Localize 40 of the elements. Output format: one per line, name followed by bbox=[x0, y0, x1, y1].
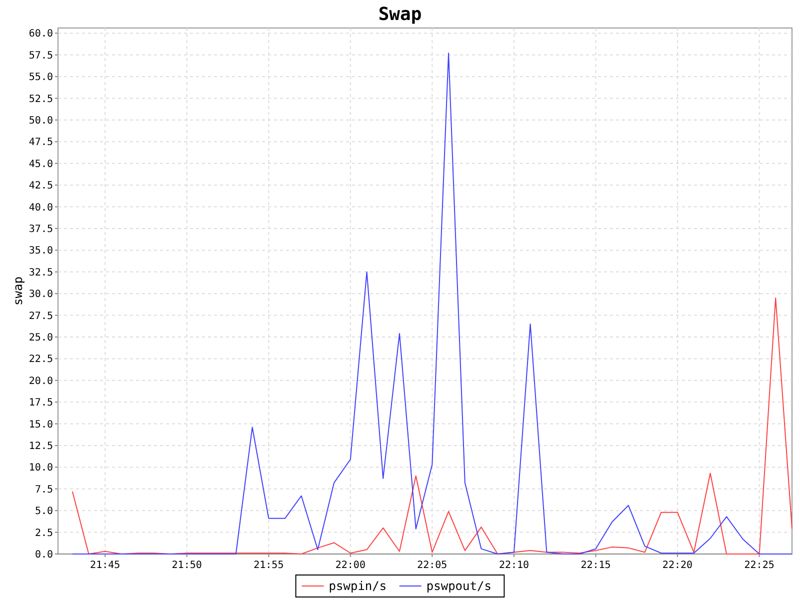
line-series bbox=[72, 297, 792, 554]
y-axis-title: swap bbox=[11, 276, 25, 306]
x-tick-label: 22:05 bbox=[417, 560, 448, 571]
y-tick-label: 50.0 bbox=[28, 116, 53, 127]
y-tick-label: 7.5 bbox=[34, 484, 53, 496]
legend-label: pswpin/s bbox=[328, 579, 387, 593]
legend-label: pswpout/s bbox=[426, 579, 492, 593]
y-tick-label: 35.0 bbox=[28, 246, 53, 257]
y-tick-label: 2.5 bbox=[34, 528, 53, 539]
x-tick-label: 21:55 bbox=[254, 560, 284, 571]
y-tick-label: 5.0 bbox=[34, 506, 53, 518]
y-tick-label: 20.0 bbox=[28, 376, 53, 387]
line-series bbox=[72, 52, 792, 554]
y-tick-label: 22.5 bbox=[28, 354, 53, 366]
x-tick-label: 22:15 bbox=[580, 560, 611, 571]
y-tick-label: 17.5 bbox=[28, 398, 53, 409]
y-tick-label: 10.0 bbox=[28, 462, 53, 474]
x-tick-label: 22:10 bbox=[498, 560, 530, 571]
y-tick-label: 55.0 bbox=[28, 72, 53, 84]
y-tick-label: 12.5 bbox=[28, 441, 53, 452]
y-tick-label: 45.0 bbox=[28, 158, 53, 170]
x-tick-label: 21:50 bbox=[172, 560, 202, 571]
y-tick-label: 25.0 bbox=[28, 332, 53, 344]
y-tick-label: 47.5 bbox=[28, 137, 53, 148]
x-tick-label: 22:20 bbox=[662, 560, 693, 571]
x-tick-label: 21:45 bbox=[90, 560, 120, 571]
y-tick-label: 32.5 bbox=[28, 267, 53, 278]
y-tick-label: 40.0 bbox=[28, 202, 53, 214]
x-tick-label: 22:00 bbox=[335, 560, 366, 571]
y-tick-label: 15.0 bbox=[28, 419, 53, 430]
chart-title: Swap bbox=[378, 4, 422, 25]
x-tick-label: 22:25 bbox=[744, 560, 774, 571]
y-tick-label: 0.0 bbox=[34, 550, 53, 560]
y-tick-label: 52.5 bbox=[28, 94, 53, 105]
y-tick-label: 27.5 bbox=[28, 310, 53, 322]
y-tick-label: 37.5 bbox=[28, 224, 53, 236]
y-tick-label: 30.0 bbox=[28, 289, 53, 300]
y-tick-label: 42.5 bbox=[28, 180, 53, 192]
y-tick-label: 57.5 bbox=[28, 50, 53, 62]
y-tick-label: 60.0 bbox=[28, 28, 53, 40]
